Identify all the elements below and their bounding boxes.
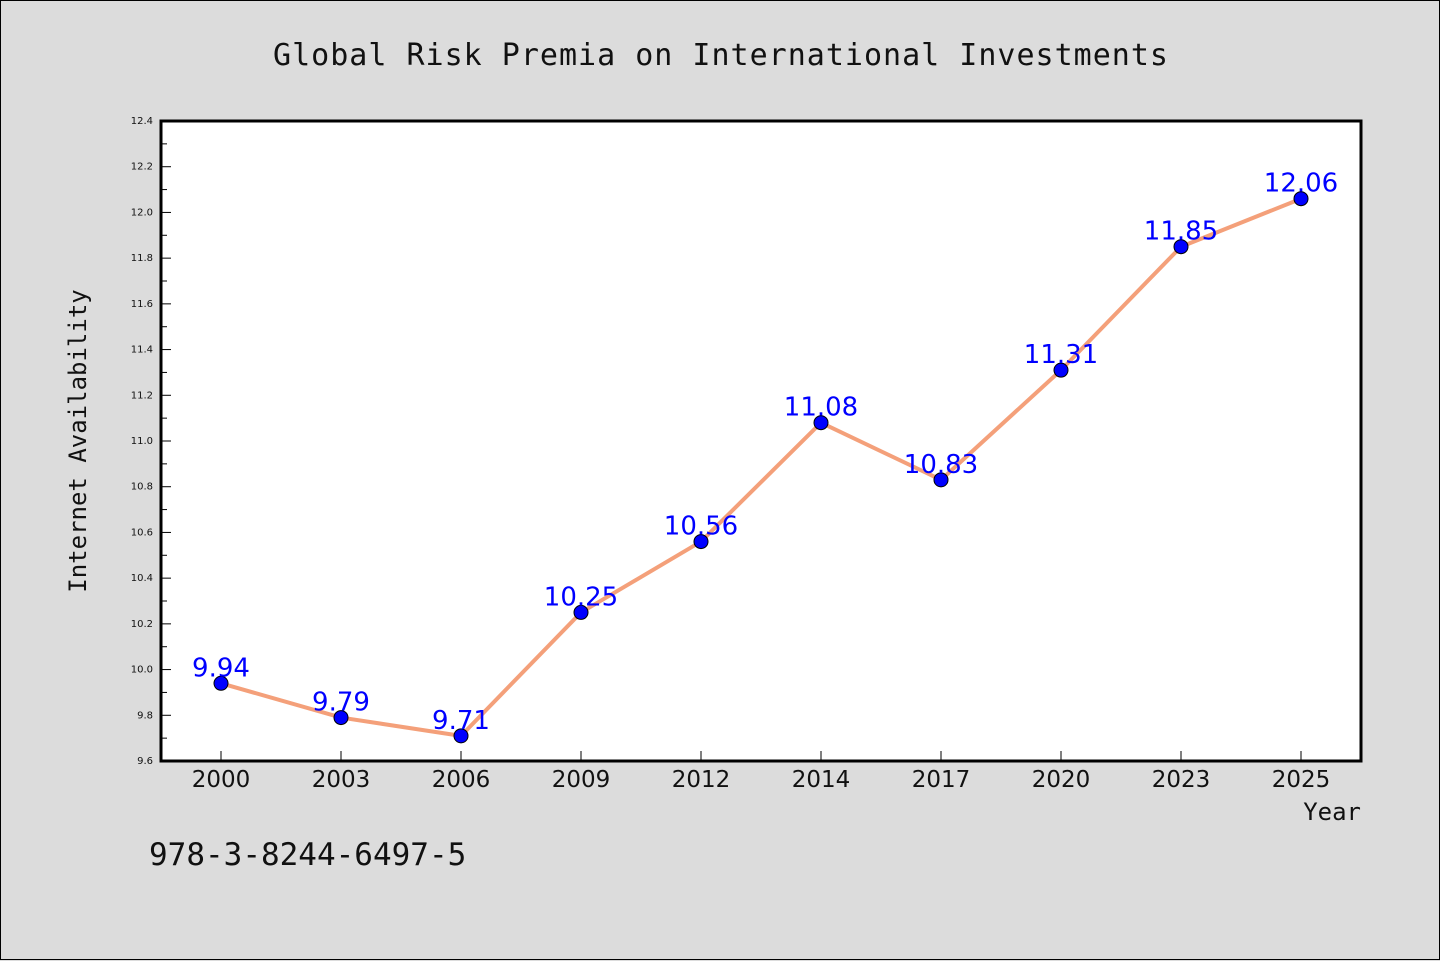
y-tick-label: 12.2 [131,162,153,173]
data-labels: 9.94 9.79 9.71 10.25 10.56 11.08 10.83 11.31 11.… [192,169,1338,736]
data-label: 9.71 [432,706,490,736]
data-label: 10.56 [664,512,738,542]
data-point [1173,239,1189,255]
data-point [1053,362,1069,378]
y-tick-label: 10.2 [131,619,153,630]
plot-area [159,119,1363,763]
x-tick-label: 2000 [192,767,251,793]
data-point [333,710,349,726]
x-tick-label: 2025 [1272,767,1331,793]
y-tick-label: 10.4 [131,573,153,584]
data-label: 11.85 [1144,217,1218,247]
data-label: 10.83 [904,450,978,480]
y-tick-label: 9.8 [137,710,153,721]
y-tick-label: 11.4 [131,345,153,356]
y-tick-label: 11.2 [131,390,153,401]
y-tick-label: 12.4 [131,116,153,127]
y-tick-label: 12.0 [131,207,153,218]
x-tick-label: 2017 [912,767,971,793]
x-tick-label: 2009 [552,767,611,793]
data-point [1293,191,1309,207]
x-axis-title: Year [1303,798,1361,826]
x-tick-label: 2003 [312,767,371,793]
data-label: 9.94 [192,653,250,683]
data-label: 9.79 [312,688,370,718]
y-tick-label: 11.8 [131,253,153,264]
y-tick-label: 11.6 [131,299,153,310]
x-tick-label: 2006 [432,767,491,793]
data-label: 11.08 [784,393,858,423]
data-point [573,604,589,620]
y-axis-title: Internet Availability [64,289,92,592]
y-tick-label: 10.6 [131,527,153,538]
x-tick-label: 2023 [1152,767,1211,793]
y-tick-label: 11.0 [131,436,153,447]
y-tick-label: 9.6 [137,756,153,767]
x-tick-label: 2014 [792,767,851,793]
data-label: 10.25 [544,582,618,612]
data-point [213,675,229,691]
series-layer [213,191,1309,744]
x-tick-label: 2012 [672,767,731,793]
x-axis: 2000 2003 2006 2009 2012 2014 2017 2020 2023 2025 [192,751,1331,793]
y-axis: 9.6 9.8 10.0 10.2 10.4 10.6 10.8 11.0 11.2 11.4 11… [131,116,171,767]
y-tick-label: 10.8 [131,482,153,493]
data-point [693,534,709,550]
chart-title: Global Risk Premia on International Inve… [273,38,1169,73]
series-line [219,196,1303,738]
x-tick-label: 2020 [1032,767,1091,793]
data-label: 11.31 [1024,340,1098,370]
isbn-footnote: 978-3-8244-6497-5 [149,837,466,873]
data-label: 12.06 [1264,169,1338,199]
data-point [933,472,949,488]
data-point [813,415,829,431]
data-point [453,728,469,744]
y-tick-label: 10.0 [131,665,153,676]
